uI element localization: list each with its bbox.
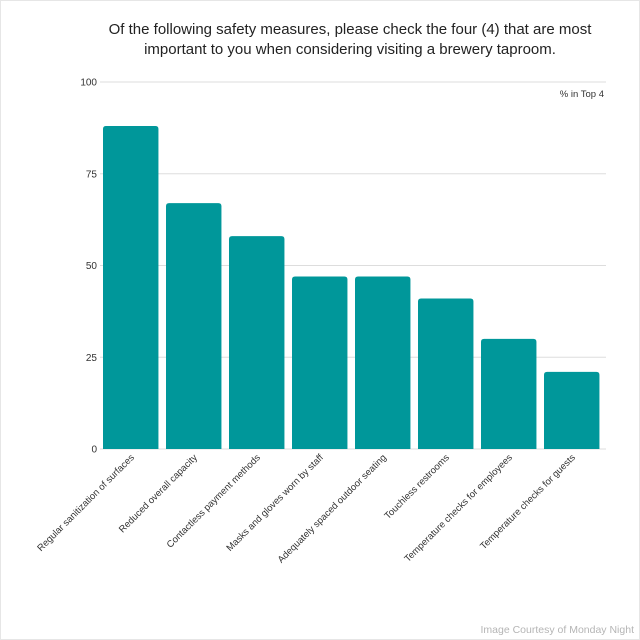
- bar: [418, 298, 474, 449]
- y-tick-label: 75: [86, 169, 98, 180]
- chart-title: Of the following safety measures, please…: [108, 21, 592, 58]
- bar: [544, 371, 600, 449]
- bar: [481, 338, 537, 449]
- bar: [229, 236, 285, 449]
- image-credit: Image Courtesy of Monday Night: [480, 624, 635, 636]
- legend-label: % in Top 4: [560, 89, 604, 100]
- x-category-label: Regular sanitization of surfaces: [35, 452, 137, 554]
- y-tick-label: 50: [86, 261, 98, 272]
- y-tick-label: 100: [80, 78, 97, 89]
- bar: [103, 126, 159, 449]
- x-axis-labels: Regular sanitization of surfacesReduced …: [35, 452, 578, 565]
- bar: [355, 276, 411, 449]
- x-category-label: Touchless restrooms: [382, 452, 452, 522]
- bar: [166, 203, 222, 449]
- x-category-label: Adequately spaced outdoor seating: [276, 452, 389, 565]
- bar: [292, 276, 348, 449]
- x-category-label: Temperature checks for employees: [403, 452, 515, 564]
- y-tick-label: 25: [86, 353, 98, 364]
- bars: [103, 126, 600, 449]
- y-tick-label: 0: [91, 445, 97, 456]
- y-axis-ticks: 0 25 50 75 100: [80, 78, 97, 456]
